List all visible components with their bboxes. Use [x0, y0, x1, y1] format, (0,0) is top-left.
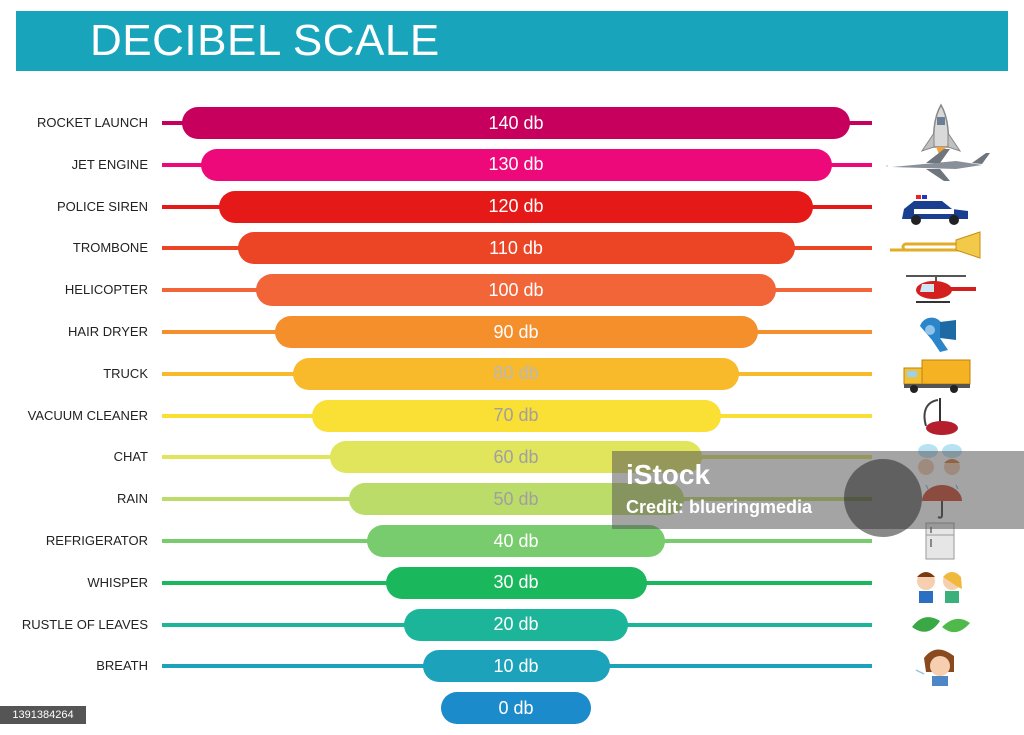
- whisper-icon: [886, 563, 996, 603]
- leaves-icon: [886, 605, 996, 645]
- jet-icon: [880, 145, 996, 185]
- decibel-bar: 0 db: [441, 692, 591, 725]
- decibel-bar: 110 db: [237, 232, 795, 265]
- decibel-bar: 90 db: [274, 316, 758, 348]
- watermark: iStock Credit: blueringmedia: [612, 451, 1024, 537]
- source-label: RUSTLE OF LEAVES: [21, 616, 148, 632]
- source-label: RAIN: [116, 491, 148, 507]
- source-label: WHISPER: [87, 574, 148, 590]
- decibel-bar: 130 db: [200, 148, 832, 181]
- police-car-icon: [886, 187, 996, 227]
- source-label: CHAT: [113, 449, 148, 465]
- source-label: HELICOPTER: [64, 282, 148, 298]
- decibel-bar: 10 db: [422, 650, 610, 683]
- watermark-credit: Credit: blueringmedia: [626, 497, 813, 517]
- decibel-bar: 140 db: [182, 107, 850, 139]
- source-label: REFRIGERATOR: [45, 533, 148, 548]
- source-label: ROCKET LAUNCH: [36, 115, 148, 130]
- watermark-circle: [844, 459, 922, 537]
- decibel-bar: 100 db: [256, 274, 776, 307]
- helicopter-icon: [886, 270, 996, 310]
- decibel-bar: 120 db: [219, 190, 813, 223]
- decibel-bar: 30 db: [385, 566, 647, 599]
- source-label: POLICE SIREN: [56, 198, 148, 214]
- watermark-brand: iStock: [626, 459, 711, 490]
- source-label: TRUCK: [103, 365, 148, 381]
- vacuum-cleaner-icon: [886, 396, 996, 436]
- source-label: HAIR DRYER: [68, 324, 148, 339]
- breath-icon: [886, 646, 996, 687]
- source-label: TROMBONE: [72, 240, 148, 256]
- trombone-icon: [886, 228, 996, 268]
- hair-dryer-icon: [886, 312, 996, 352]
- decibel-bar: 40 db: [367, 525, 665, 557]
- page-title: DECIBEL SCALE: [90, 16, 440, 65]
- source-label: JET ENGINE: [71, 156, 148, 172]
- decibel-bar: 70 db: [311, 399, 721, 432]
- decibel-bar: 20 db: [404, 608, 628, 641]
- decibel-bar: 80 db: [293, 357, 739, 390]
- stock-id: 1391384264: [0, 706, 86, 724]
- refrigerator-icon: [886, 521, 996, 561]
- source-label: VACUUM CLEANER: [27, 407, 148, 423]
- truck-icon: [886, 354, 996, 394]
- header-banner: DECIBEL SCALE: [16, 11, 1008, 71]
- rocket-icon: [886, 103, 996, 159]
- source-label: BREATH: [96, 658, 148, 674]
